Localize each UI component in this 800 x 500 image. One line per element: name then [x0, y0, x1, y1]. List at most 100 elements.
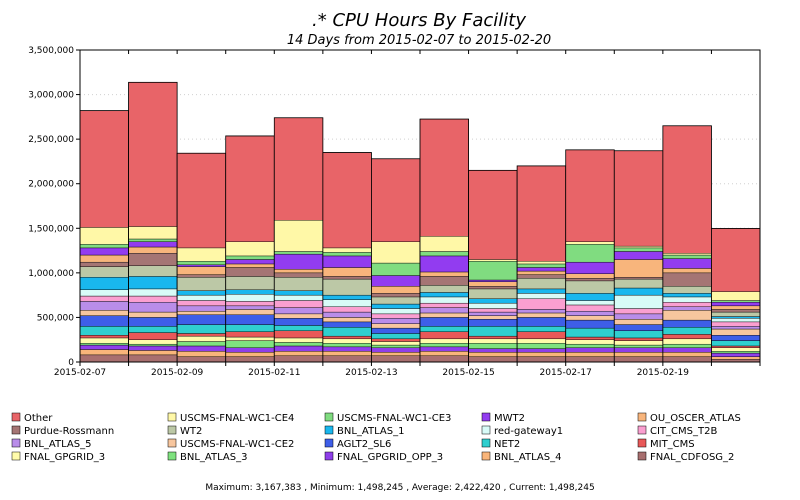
legend-swatch: [167, 425, 177, 435]
bar-segment: [274, 251, 324, 255]
bar-segment: [614, 337, 664, 341]
legend-swatch: [324, 438, 334, 448]
legend-swatch: [11, 451, 21, 461]
bar-segment: [371, 296, 421, 305]
bar-segment: [565, 273, 615, 279]
bar-segment: [565, 343, 615, 348]
legend-swatch: [637, 412, 647, 422]
bar-segment: [371, 308, 421, 315]
bar-segment: [274, 330, 324, 339]
bar-segment: [419, 292, 469, 298]
bar-segment: [128, 311, 178, 318]
bar-segment: [711, 335, 761, 341]
bar-segment: [516, 278, 566, 290]
legend-label: BNL_ATLAS_3: [180, 452, 247, 463]
bar-segment: [565, 310, 615, 316]
bar-segment: [79, 244, 129, 249]
bar-segment: [419, 326, 469, 332]
bar-segment: [468, 281, 518, 287]
bar-segment: [516, 343, 566, 349]
bar-segment: [128, 345, 178, 351]
bar-segment: [516, 317, 566, 327]
bar-segment: [176, 290, 226, 296]
y-tick-label: 3,500,000: [28, 46, 74, 56]
legend-label: Other: [24, 413, 53, 424]
bar-segment: [128, 238, 178, 242]
bar-segment: [176, 324, 226, 334]
bar-segment: [419, 118, 469, 237]
bar-segment: [225, 135, 275, 242]
bar-segment: [371, 286, 421, 294]
legend-label: BNL_ATLAS_5: [24, 439, 91, 450]
bar-segment: [176, 351, 226, 357]
bar-segment: [274, 272, 324, 278]
legend-swatch: [481, 412, 491, 422]
bar-segment: [662, 268, 712, 274]
bar-segment: [662, 319, 712, 328]
bar-segment: [614, 324, 664, 331]
bar-segment: [468, 315, 518, 320]
bar-segment: [176, 264, 226, 267]
bar-segment: [565, 261, 615, 274]
bar-segment: [322, 327, 372, 337]
bar-segment: [468, 288, 518, 299]
bar-segment: [565, 244, 615, 263]
bar-segment: [468, 335, 518, 340]
bar-segment: [468, 338, 518, 344]
bar-segment: [614, 330, 664, 339]
legend-swatch: [11, 412, 21, 422]
y-tick-label: 1,000,000: [28, 269, 74, 279]
bar-segment: [225, 294, 275, 302]
bar-segment: [711, 328, 761, 336]
bar-segment: [225, 255, 275, 260]
legend-swatch: [11, 438, 21, 448]
bar-segment: [128, 339, 178, 345]
bar-segment: [516, 309, 566, 314]
bar-segment: [419, 355, 469, 363]
bar-segment: [662, 310, 712, 321]
legend-label: MWT2: [494, 413, 525, 424]
legend-label: CIT_CMS_T2B: [650, 426, 717, 437]
bar-segment: [565, 300, 615, 306]
bar-segment: [419, 276, 469, 286]
bar-segment: [128, 241, 178, 248]
bar-segment: [371, 303, 421, 309]
bar-segment: [711, 351, 761, 354]
bar-segment: [662, 253, 712, 256]
bar-segment: [711, 345, 761, 348]
bar-segment: [614, 294, 664, 309]
bar-segment: [565, 327, 615, 338]
bar-segment: [614, 356, 664, 363]
legend-swatch: [324, 412, 334, 422]
legend-swatch: [324, 451, 334, 461]
bar-segment: [565, 347, 615, 353]
bar-segment: [468, 261, 518, 281]
bar-segment: [225, 289, 275, 295]
bar-segment: [322, 247, 372, 253]
bar-segment: [176, 341, 226, 347]
bar-segment: [371, 347, 421, 353]
legend-label: Purdue-Rossmann: [24, 426, 114, 437]
summary-footer: Maximum: 3,167,383 , Minimum: 1,498,245 …: [205, 483, 594, 493]
bar-segment: [322, 346, 372, 352]
bar-segment: [128, 288, 178, 297]
legend-label: OU_OSCER_ATLAS: [650, 413, 741, 424]
bar-segment: [419, 312, 469, 318]
bar-segment: [371, 262, 421, 276]
legend-swatch: [11, 425, 21, 435]
bar-segment: [419, 338, 469, 344]
bar-segment: [79, 349, 129, 356]
bar-segment: [225, 336, 275, 341]
bar-segment: [711, 291, 761, 301]
bar-segment: [79, 289, 129, 297]
bar-segment: [128, 343, 178, 347]
bar-segment: [468, 298, 518, 304]
bar-segment: [468, 259, 518, 262]
bar-segment: [322, 294, 372, 300]
legend-swatch: [637, 425, 647, 435]
bar-segment: [79, 315, 129, 327]
bar-segment: [274, 325, 324, 331]
x-tick-label: 2015-02-07: [54, 368, 106, 378]
bar-segment: [711, 305, 761, 310]
